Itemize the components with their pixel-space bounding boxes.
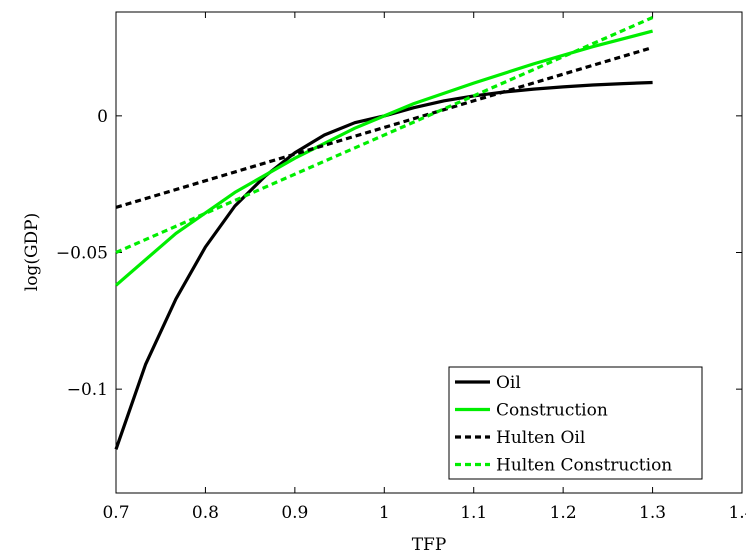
x-axis-label: TFP [412,535,447,555]
x-tick-label: 1.1 [460,503,487,523]
y-axis-label: log(GDP) [22,213,42,291]
x-tick-label: 1.2 [550,503,577,523]
x-tick-label: 0.9 [281,503,308,523]
x-tick-label: 1.4 [728,503,746,523]
legend-label-0: Oil [496,373,521,393]
x-tick-label: 0.8 [192,503,219,523]
series-line-3 [115,16,654,254]
y-tick-label: 0 [97,107,108,127]
legend: Oil Construction Hulten Oil Hulten Construc… [448,366,703,480]
legend-box [448,366,703,480]
series-group [114,16,654,450]
y-tick-label: −0.1 [67,380,108,400]
legend-label-3: Hulten Construction [496,456,672,476]
legend-label-1: Construction [496,401,608,421]
x-tick-label: 1 [379,503,390,523]
series-line-1 [114,29,654,287]
axis-ticks: 0.7 0.8 0.9 1 1.1 1.2 1.3 1.4 −0.1 −0.05 0 [56,12,746,523]
y-tick-label: −0.05 [56,244,108,264]
series-line-2 [115,45,654,209]
x-tick-label: 0.7 [102,503,129,523]
legend-label-2: Hulten Oil [496,428,585,448]
x-tick-label: 1.3 [639,503,666,523]
